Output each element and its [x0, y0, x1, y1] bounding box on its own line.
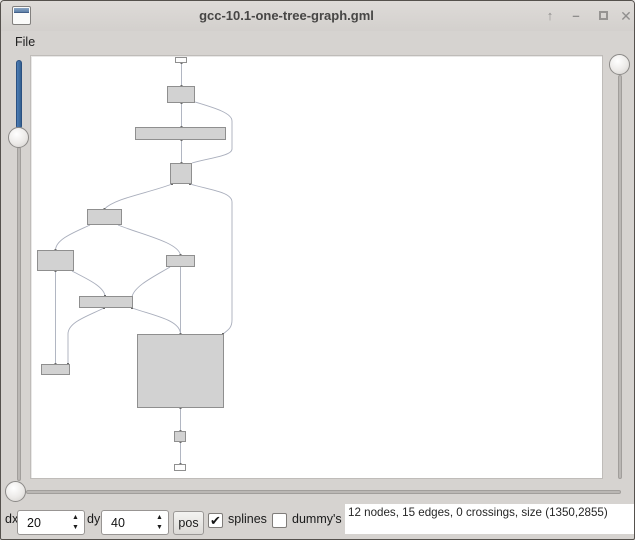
horizontal-slider-track[interactable]	[26, 490, 621, 494]
dy-spin-up-icon[interactable]: ▲	[156, 514, 163, 521]
graph-node[interactable]	[137, 334, 224, 408]
vertical-slider-track-right[interactable]	[618, 75, 622, 479]
maximize-square	[598, 11, 608, 21]
menubar: File	[1, 31, 634, 54]
vertical-slider-track-left[interactable]	[17, 147, 21, 481]
dx-spinbox: ▲ ▼	[17, 510, 85, 535]
graph-edge	[104, 183, 173, 210]
app-icon-stripe	[14, 8, 29, 13]
graph-node[interactable]	[167, 86, 195, 103]
vertical-slider-knob-left[interactable]	[8, 127, 29, 148]
status-box: 12 nodes, 15 edges, 0 crossings, size (1…	[345, 504, 634, 534]
edge-anchor-dot	[54, 270, 57, 272]
graph-edge	[189, 183, 233, 335]
dx-input[interactable]	[18, 511, 64, 534]
maximize-icon[interactable]	[592, 1, 614, 31]
dy-spin-down-icon[interactable]: ▼	[156, 524, 163, 531]
edge-anchor-dot	[103, 307, 105, 309]
dx-spin-arrows: ▲ ▼	[67, 511, 84, 534]
graph-node[interactable]	[37, 250, 74, 271]
dx-label: dx	[5, 512, 19, 526]
app-icon	[12, 6, 31, 25]
graph-canvas[interactable]	[30, 55, 603, 479]
dummys-label[interactable]: dummy's	[292, 512, 342, 526]
close-icon[interactable]: ✕	[620, 8, 632, 24]
splines-label[interactable]: splines	[228, 512, 267, 526]
check-icon: ✔	[210, 513, 221, 528]
graph-edge	[67, 307, 105, 364]
graph-node[interactable]	[87, 209, 122, 225]
titlebar[interactable]: gcc-10.1-one-tree-graph.gml ↑ – ✕	[1, 1, 634, 31]
graph-edge	[117, 224, 181, 256]
graph-edge	[191, 101, 233, 164]
edge-anchor-dot	[189, 183, 191, 185]
edge-anchor-dot	[171, 183, 173, 185]
graph-node[interactable]	[170, 163, 192, 184]
edge-anchor-dot	[180, 62, 183, 64]
splines-checkbox[interactable]: ✔	[208, 513, 223, 528]
control-bar: dx ▲ ▼ dy ▲ ▼ pos ✔ splines dummy's 12 n…	[1, 504, 634, 539]
graph-edge	[131, 266, 171, 298]
graph-node[interactable]	[174, 464, 186, 471]
graph-node[interactable]	[41, 364, 70, 375]
dy-spin-arrows: ▲ ▼	[151, 511, 168, 534]
vertical-slider-knob-right[interactable]	[609, 54, 630, 75]
graph-edge	[131, 307, 181, 335]
dy-label: dy	[87, 512, 101, 526]
edge-anchor-dot	[131, 307, 133, 309]
edge-anchor-dot	[180, 139, 183, 141]
graph-edge	[55, 224, 91, 251]
graph-node[interactable]	[135, 127, 226, 140]
graph-edge	[71, 270, 106, 297]
minimize-icon[interactable]: –	[572, 8, 580, 23]
horizontal-slider-knob[interactable]	[5, 481, 26, 502]
dy-spinbox: ▲ ▼	[101, 510, 169, 535]
dx-spin-up-icon[interactable]: ▲	[72, 514, 79, 521]
rollup-icon[interactable]: ↑	[546, 8, 554, 23]
edge-anchor-dot	[179, 441, 182, 443]
edge-anchor-dot	[180, 102, 183, 104]
graph-node[interactable]	[175, 57, 187, 63]
dx-spin-down-icon[interactable]: ▼	[72, 524, 79, 531]
dy-input[interactable]	[102, 511, 148, 534]
edge-anchor-dot	[179, 407, 182, 409]
graph-node[interactable]	[174, 431, 186, 442]
graph-node[interactable]	[166, 255, 195, 267]
graph-node[interactable]	[79, 296, 133, 308]
dummys-checkbox[interactable]	[272, 513, 287, 528]
graph-svg	[54, 62, 233, 465]
window-title: gcc-10.1-one-tree-graph.gml	[199, 8, 374, 23]
status-text: 12 nodes, 15 edges, 0 crossings, size (1…	[348, 506, 608, 519]
vertical-slider-fill[interactable]	[16, 60, 22, 129]
pos-button[interactable]: pos	[173, 511, 204, 535]
menu-file[interactable]: File	[15, 35, 36, 49]
